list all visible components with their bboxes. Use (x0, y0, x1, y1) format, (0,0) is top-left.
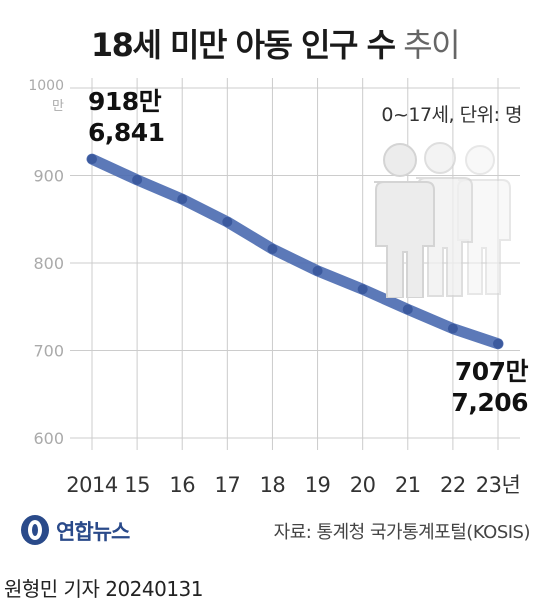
x-tick-label: 16 (169, 473, 195, 497)
x-tick-label: 20 (350, 473, 376, 497)
y-tick-label: 700 (33, 342, 64, 361)
x-tick-label: 21 (395, 473, 421, 497)
x-tick-label: 15 (124, 473, 150, 497)
data-point (447, 323, 458, 334)
data-point (222, 216, 233, 227)
data-point (132, 174, 143, 185)
unit-note: 0~17세, 단위: 명 (381, 104, 522, 126)
y-tick-unit: 만 (52, 99, 64, 114)
y-tick-label: 600 (33, 429, 64, 448)
end-value-full: 7,206 (451, 388, 528, 417)
title-sub: 추이 (403, 26, 460, 64)
data-point (493, 338, 503, 349)
y-tick-label: 900 (33, 167, 64, 186)
start-value-short: 918만 (88, 87, 162, 116)
source-note: 자료: 통계청 국가통계포털(KOSIS) (273, 522, 531, 543)
x-tick-label: 22 (440, 473, 466, 497)
y-tick-label: 1000 (28, 78, 64, 94)
end-value-callout: 707만 7,206 (451, 356, 528, 418)
byline: 원형민 기자 20240131 (4, 577, 204, 601)
yonhap-logo (21, 515, 49, 545)
data-point (177, 194, 188, 205)
end-value-short: 707만 (454, 357, 529, 386)
data-point (402, 304, 413, 315)
chart-title: 18세 미만 아동 인구 수 추이 (0, 20, 550, 66)
series-line (86, 153, 504, 350)
y-tick-label: 800 (33, 254, 64, 273)
x-tick-label: 17 (214, 473, 240, 497)
title-main: 18세 미만 아동 인구 수 (90, 26, 396, 64)
x-tick-label: 23년 (476, 473, 521, 497)
x-tick-label: 2014 (66, 473, 118, 497)
data-point (312, 265, 323, 276)
data-point (357, 284, 368, 295)
child-figure-front (374, 143, 435, 298)
x-tick-label: 19 (305, 473, 331, 497)
data-point (267, 244, 278, 254)
start-value-full: 6,841 (88, 118, 165, 147)
data-point (87, 154, 97, 165)
start-value-callout: 918만 6,841 (88, 86, 165, 148)
children-figures-icon (374, 142, 511, 298)
x-tick-label: 18 (260, 473, 286, 497)
logo-text: 연합뉴스 (56, 520, 130, 544)
